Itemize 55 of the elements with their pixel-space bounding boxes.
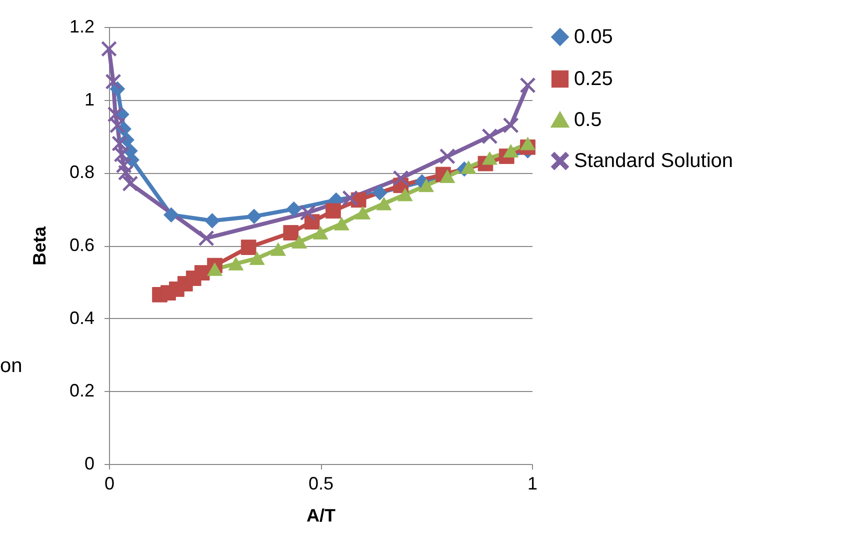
point [110,118,126,133]
point [164,207,179,223]
point [397,188,413,202]
x-tick-label: 0 [104,474,115,494]
point [198,230,214,246]
point [207,262,222,276]
y-tick-label: 0.4 [69,308,94,328]
point [204,213,220,228]
point [106,74,121,90]
y-tick-label: 1.2 [69,16,94,36]
y-tick-label: 1 [84,89,94,110]
point [270,242,286,256]
x-tick-label: 0.5 [308,474,334,494]
point [503,118,519,133]
text: on [0,355,22,378]
point [326,203,341,219]
point [312,226,328,240]
point [520,136,536,150]
point [122,176,138,192]
point [101,41,117,57]
point [283,225,299,240]
legend-label: 0.25 [574,68,613,90]
point [249,252,265,265]
legend-label: 0.5 [574,109,602,131]
point [376,196,392,210]
point [228,257,244,270]
point [240,240,256,255]
y-axis-title: Beta [29,226,50,266]
point [286,201,302,217]
point [482,128,498,144]
point [520,78,536,93]
y-tick-label: 0.6 [69,235,94,255]
x-axis-title: A/T [306,506,336,526]
point [393,170,409,186]
point [118,165,134,180]
point [372,185,388,200]
point [460,160,476,174]
point [440,170,456,183]
point [342,190,358,206]
y-tick-label: 0.2 [69,380,94,401]
point [482,151,498,165]
x-tick-label: 1 [527,474,538,494]
point [440,148,456,164]
legend-label: Standard Solution [574,150,734,172]
legend-label: 0.05 [574,26,613,48]
point [300,205,316,220]
point [112,136,128,152]
point [503,144,519,158]
y-tick-label: 0.8 [69,162,94,182]
point [292,235,308,249]
point [246,208,262,224]
y-tick-label: 0 [84,454,94,474]
point [334,216,350,230]
point [355,206,370,220]
point [418,178,434,192]
